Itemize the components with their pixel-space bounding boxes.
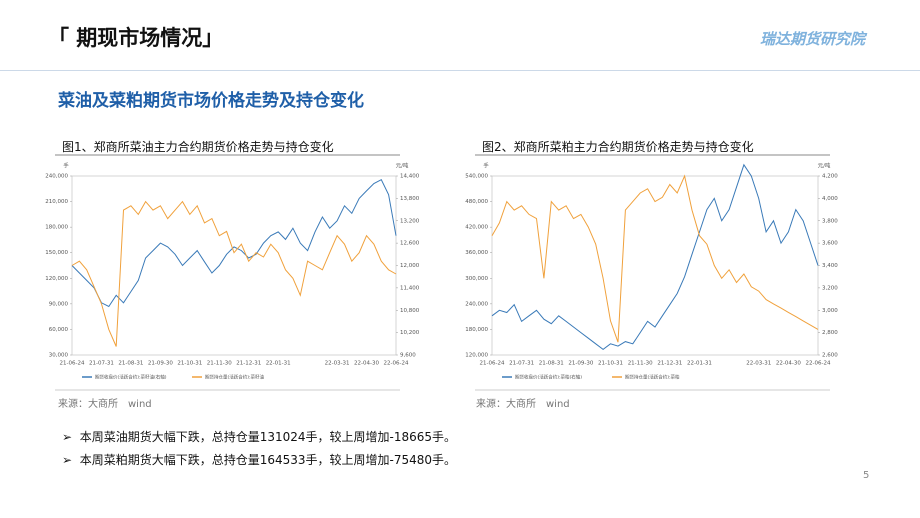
y2-tick-label: 4,000 xyxy=(822,196,838,202)
x-tick-label: 21-10-31 xyxy=(177,361,202,367)
x-tick-label: 22-01-31 xyxy=(687,361,712,367)
y-tick-label: 240,000 xyxy=(465,301,488,307)
x-tick-label: 21-12-31 xyxy=(236,361,261,367)
source: 来源：大商所 wind xyxy=(58,399,152,410)
x-tick-label: 22-06-24 xyxy=(384,361,409,367)
y-tick-label: 120,000 xyxy=(45,276,68,282)
plot-area xyxy=(491,175,819,356)
y2-tick-label: 3,400 xyxy=(822,263,838,269)
x-tick-label: 21-10-31 xyxy=(598,361,623,367)
legend-label: 期货收盘价(活跃合约):菜粕(右轴) xyxy=(515,374,582,381)
y2-tick-label: 10,200 xyxy=(400,330,420,336)
section-title: 菜油及菜粕期货市场价格走势及持仓变化 xyxy=(58,91,364,111)
y-tick-label: 420,000 xyxy=(465,225,488,231)
series-line xyxy=(71,179,397,308)
y-tick-label: 90,000 xyxy=(49,301,69,307)
x-tick-label: 22-06-24 xyxy=(806,361,831,367)
page-number: 5 xyxy=(863,470,870,481)
y2-tick-label: 4,200 xyxy=(822,174,838,180)
y-tick-label: 120,000 xyxy=(465,353,488,359)
bullet: ➢ 本周菜油期货大幅下跌，总持仓量131024手，较上周增加-18665手。 xyxy=(62,430,457,444)
x-tick-label: 22-01-31 xyxy=(266,361,291,367)
x-tick-label: 21-06-24 xyxy=(60,361,85,367)
x-tick-label: 21-12-31 xyxy=(657,361,682,367)
y2-axis-label: 元/吨 xyxy=(818,162,831,170)
legend-label: 期货持仓量(活跃合约):菜籽油 xyxy=(205,374,265,381)
y2-tick-label: 14,400 xyxy=(400,174,420,180)
legend-label: 期货收盘价(活跃合约):菜籽油(右轴) xyxy=(95,374,167,381)
y-tick-label: 360,000 xyxy=(465,250,488,256)
y2-tick-label: 13,200 xyxy=(400,218,420,224)
x-tick-label: 22-04-30 xyxy=(776,361,801,367)
y2-tick-label: 12,600 xyxy=(400,241,420,247)
x-tick-label: 21-11-30 xyxy=(207,361,232,367)
x-tick-label: 22-03-31 xyxy=(746,361,771,367)
y-tick-label: 60,000 xyxy=(49,327,69,333)
x-tick-label: 21-06-24 xyxy=(480,361,505,367)
y2-tick-label: 13,800 xyxy=(400,196,420,202)
x-tick-label: 22-04-30 xyxy=(354,361,379,367)
y2-tick-label: 3,000 xyxy=(822,308,838,314)
y-tick-label: 180,000 xyxy=(45,225,68,231)
x-tick-label: 21-11-30 xyxy=(628,361,653,367)
y2-tick-label: 2,600 xyxy=(822,353,838,359)
x-tick-label: 21-09-30 xyxy=(148,361,173,367)
y-tick-label: 210,000 xyxy=(45,199,68,205)
y-axis-label: 手 xyxy=(483,162,489,170)
y-tick-label: 240,000 xyxy=(45,174,68,180)
y2-tick-label: 2,800 xyxy=(822,330,838,336)
y-tick-label: 300,000 xyxy=(465,276,488,282)
source: 来源：大商所 wind xyxy=(476,399,570,410)
x-tick-label: 21-08-31 xyxy=(539,361,564,367)
y2-tick-label: 3,800 xyxy=(822,218,838,224)
y-tick-label: 30,000 xyxy=(49,353,69,359)
divider xyxy=(0,70,920,71)
series-line xyxy=(491,163,819,351)
series-line xyxy=(71,200,397,347)
x-tick-label: 21-07-31 xyxy=(509,361,534,367)
y2-tick-label: 11,400 xyxy=(400,285,420,291)
y2-tick-label: 3,600 xyxy=(822,241,838,247)
bullet-text: 本周菜粕期货大幅下跌，总持仓量164533手，较上周增加-75480手。 xyxy=(79,453,457,467)
x-tick-label: 21-08-31 xyxy=(118,361,143,367)
x-tick-label: 21-09-30 xyxy=(568,361,593,367)
legend-label: 期货持仓量(活跃合约):菜粕 xyxy=(625,374,680,381)
y2-tick-label: 10,800 xyxy=(400,308,420,314)
chart-title: 图1、郑商所菜油主力合约期货价格走势与持仓变化 xyxy=(62,140,334,154)
y2-axis-label: 元/吨 xyxy=(396,162,409,170)
x-tick-label: 21-07-31 xyxy=(89,361,114,367)
bullet: ➢ 本周菜粕期货大幅下跌，总持仓量164533手，较上周增加-75480手。 xyxy=(62,453,457,467)
y-tick-label: 180,000 xyxy=(465,327,488,333)
y2-tick-label: 12,000 xyxy=(400,263,420,269)
y2-tick-label: 3,200 xyxy=(822,285,838,291)
y-axis-label: 手 xyxy=(63,162,69,170)
y2-tick-label: 9,600 xyxy=(400,353,416,359)
x-tick-label: 22-03-31 xyxy=(325,361,350,367)
chart-title: 图2、郑商所菜粕主力合约期货价格走势与持仓变化 xyxy=(482,140,754,154)
y-tick-label: 480,000 xyxy=(465,199,488,205)
y-tick-label: 540,000 xyxy=(465,174,488,180)
y-tick-label: 150,000 xyxy=(45,250,68,256)
slide-title: 「 期现市场情况」 xyxy=(48,26,224,50)
logo-text: 瑞达期货研究院 xyxy=(760,30,866,48)
bullet-text: 本周菜油期货大幅下跌，总持仓量131024手，较上周增加-18665手。 xyxy=(79,430,457,444)
series-line xyxy=(491,174,819,343)
